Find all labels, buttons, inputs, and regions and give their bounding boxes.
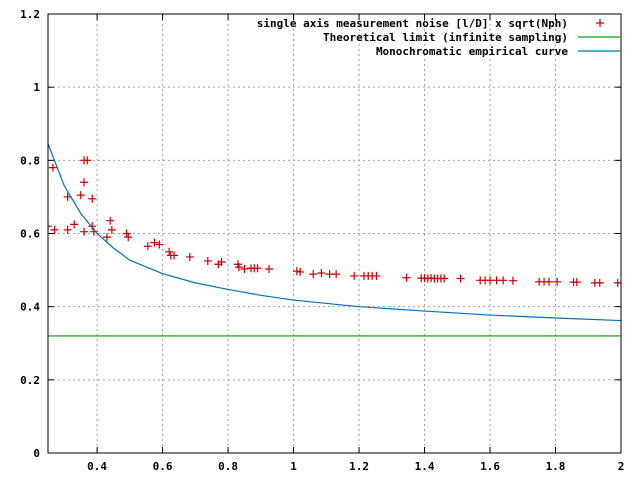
series-2 xyxy=(48,143,621,322)
x-tick-label: 1.8 xyxy=(546,460,566,473)
data-point xyxy=(48,163,57,172)
data-point xyxy=(70,220,79,229)
data-point xyxy=(350,271,359,280)
data-point xyxy=(80,178,89,187)
x-tick-label: 0.8 xyxy=(218,460,238,473)
data-point xyxy=(317,269,326,278)
x-tick-label: 0.4 xyxy=(87,460,107,473)
x-tick-label: 1.4 xyxy=(415,460,435,473)
data-point xyxy=(48,222,52,231)
data-point xyxy=(217,258,226,267)
data-point xyxy=(499,276,508,285)
data-point xyxy=(124,233,133,242)
data-point xyxy=(170,251,179,260)
data-point xyxy=(309,270,318,279)
y-tick-label: 1.2 xyxy=(20,8,40,21)
data-point xyxy=(332,270,341,279)
data-point xyxy=(155,240,164,249)
data-point xyxy=(63,225,72,234)
data-point xyxy=(253,264,262,273)
data-point xyxy=(102,233,111,242)
data-point xyxy=(234,263,243,272)
data-point xyxy=(595,278,604,287)
data-point xyxy=(296,267,305,276)
series-line xyxy=(48,143,621,322)
data-point xyxy=(372,271,381,280)
data-point xyxy=(292,267,301,276)
legend-label: single axis measurement noise [l/D] x sq… xyxy=(257,17,568,30)
x-tick-label: 1.6 xyxy=(480,460,500,473)
y-tick-label: 1 xyxy=(33,81,40,94)
data-point xyxy=(613,278,621,287)
data-point xyxy=(122,229,131,238)
data-point xyxy=(80,227,89,236)
axis-ticks: 0.4 0.6 0.8 1 1.2 1.4 1.6 1.8 2 0 0.2 0.4 0.6 0.8 1 1.2 xyxy=(20,8,624,473)
data-point xyxy=(240,264,249,273)
x-tick-label: 1.2 xyxy=(349,460,369,473)
data-point xyxy=(572,278,581,287)
x-tick-label: 1 xyxy=(290,460,297,473)
data-point xyxy=(440,274,449,283)
data-point xyxy=(88,194,97,203)
data-point xyxy=(544,277,553,286)
legend: single axis measurement noise [l/D] x sq… xyxy=(257,17,620,58)
plot-border xyxy=(47,13,622,454)
data-point xyxy=(553,277,562,286)
x-tick-label: 0.6 xyxy=(153,460,173,473)
data-point xyxy=(402,273,411,282)
legend-label: Monochromatic empirical curve xyxy=(376,45,568,58)
data-point xyxy=(83,156,92,165)
data-point xyxy=(88,222,97,231)
plot-area xyxy=(48,143,621,337)
data-point xyxy=(203,256,212,265)
data-point xyxy=(165,247,174,256)
data-point xyxy=(185,252,194,261)
data-point xyxy=(50,225,59,234)
data-point xyxy=(76,191,85,200)
data-point xyxy=(150,238,159,247)
legend-marker xyxy=(596,19,604,27)
y-tick-label: 0.6 xyxy=(20,228,40,241)
y-tick-label: 0.4 xyxy=(20,301,40,314)
data-point xyxy=(143,242,152,251)
data-point xyxy=(106,216,115,225)
data-point xyxy=(107,225,116,234)
y-tick-label: 0.8 xyxy=(20,154,40,167)
y-tick-label: 0 xyxy=(33,447,40,460)
data-point xyxy=(508,276,517,285)
data-point xyxy=(265,264,274,273)
legend-label: Theoretical limit (infinite sampling) xyxy=(323,31,568,44)
data-point xyxy=(456,274,465,283)
series-0 xyxy=(48,156,621,287)
x-tick-label: 2 xyxy=(618,460,625,473)
grid xyxy=(48,14,621,453)
y-tick-label: 0.2 xyxy=(20,374,40,387)
